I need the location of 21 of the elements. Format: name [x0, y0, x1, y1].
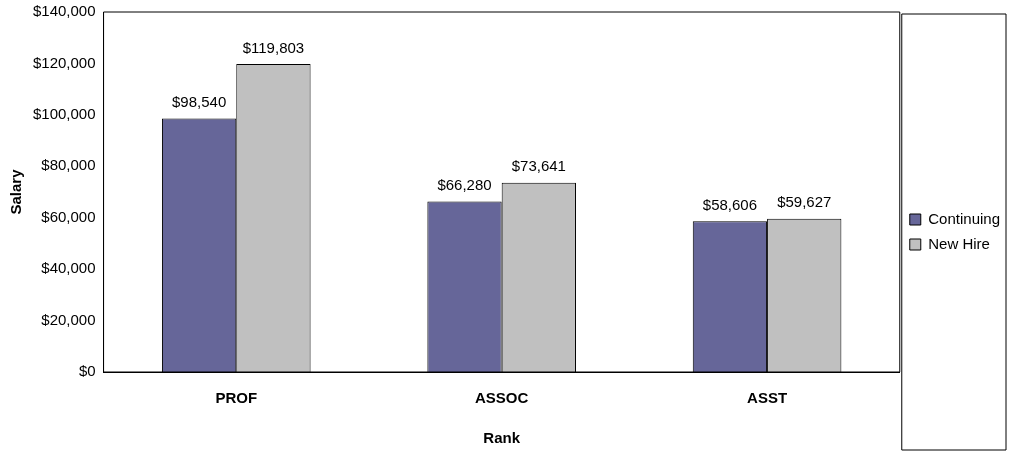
- legend-label: Continuing: [928, 209, 1000, 227]
- y-tick-label: $80,000: [41, 156, 96, 174]
- y-tick-label: $60,000: [41, 207, 96, 225]
- y-tick-label: $20,000: [41, 310, 96, 328]
- data-label: $119,803: [242, 38, 305, 56]
- y-tick-label: $140,000: [32, 2, 96, 20]
- y-tick-label: $100,000: [32, 105, 96, 122]
- data-label: $66,280: [437, 176, 492, 194]
- y-tick-label: $120,000: [32, 53, 96, 71]
- y-tick-label: $0: [78, 362, 96, 380]
- data-label: $59,627: [777, 193, 832, 211]
- data-label: $98,540: [171, 93, 227, 111]
- x-axis-title: Rank: [483, 429, 521, 447]
- x-tick-label: ASST: [747, 389, 788, 407]
- y-tick-label: $40,000: [41, 259, 96, 277]
- x-tick-label: PROF: [215, 389, 258, 407]
- data-label: $58,606: [702, 195, 758, 213]
- y-axis-title: Salary: [7, 168, 25, 215]
- x-tick-label: ASSOC: [475, 389, 529, 407]
- data-label: $73,641: [511, 157, 566, 175]
- legend-label: New Hire: [928, 234, 990, 252]
